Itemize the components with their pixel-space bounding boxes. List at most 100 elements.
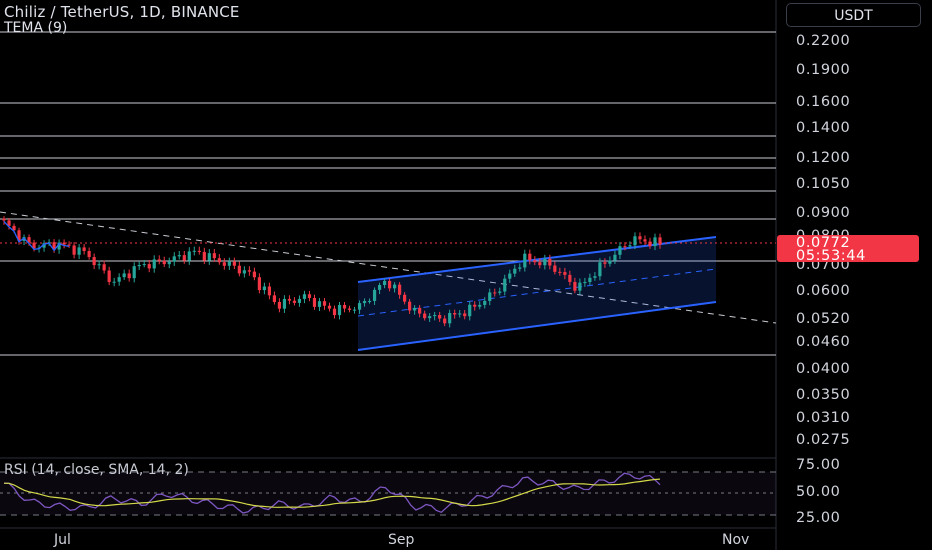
candle-down xyxy=(473,304,477,307)
candle-up xyxy=(357,303,362,310)
candle-down xyxy=(347,308,352,310)
candle-up xyxy=(518,267,522,269)
bar-countdown: 05:53:44 xyxy=(796,248,866,264)
candle-down xyxy=(408,301,412,311)
candle-down xyxy=(548,258,552,266)
candle-up xyxy=(458,313,462,315)
price-tick: 0.0275 xyxy=(796,432,851,448)
candle-up xyxy=(413,307,417,311)
price-tick: 0.0520 xyxy=(796,311,851,327)
candle-down xyxy=(157,259,161,261)
candle-down xyxy=(252,271,256,278)
candles xyxy=(2,216,662,328)
candle-up xyxy=(77,247,81,255)
price-tick: 0.1900 xyxy=(796,62,851,78)
candle-down xyxy=(247,270,251,272)
candle-down xyxy=(423,313,427,319)
candle-down xyxy=(332,308,337,316)
candle-down xyxy=(217,258,221,263)
candle-down xyxy=(533,260,537,263)
candle-down xyxy=(12,225,16,231)
candle-down xyxy=(2,218,6,221)
candle-down xyxy=(67,244,71,246)
candle-down xyxy=(553,265,557,272)
price-tick: 0.0400 xyxy=(796,361,851,377)
candle-up xyxy=(177,255,181,257)
price-tick: 0.0350 xyxy=(796,387,851,403)
candle-up xyxy=(633,236,637,246)
candle-down xyxy=(52,242,56,250)
candle-up xyxy=(352,309,357,311)
candle-up xyxy=(122,273,126,278)
rsi-tick: 50.00 xyxy=(796,484,841,500)
downtrend-line[interactable] xyxy=(0,211,777,324)
rsi-line xyxy=(3,472,661,514)
candle-down xyxy=(568,274,572,282)
candle-up xyxy=(598,262,602,277)
candle-up xyxy=(483,300,487,305)
candle-down xyxy=(387,280,392,289)
rsi-indicator-label[interactable]: RSI (14, close, SMA, 14, 2) xyxy=(4,462,189,478)
candle-down xyxy=(147,264,151,269)
candle-up xyxy=(42,243,46,248)
candle-down xyxy=(327,305,332,309)
candle-down xyxy=(418,307,422,314)
candle-down xyxy=(573,281,577,291)
candle-up xyxy=(503,278,507,292)
candle-up xyxy=(543,258,547,266)
price-tick: 0.1200 xyxy=(796,150,851,166)
candle-up xyxy=(152,259,156,269)
candle-up xyxy=(132,266,136,279)
candle-down xyxy=(287,298,292,301)
candle-down xyxy=(438,315,442,319)
candle-down xyxy=(267,286,272,296)
candle-down xyxy=(658,237,662,245)
candle-up xyxy=(362,301,367,304)
candle-down xyxy=(182,255,186,261)
candle-up xyxy=(112,281,116,283)
price-tick: 0.2200 xyxy=(796,33,851,49)
candle-down xyxy=(307,294,312,298)
candle-up xyxy=(433,315,437,317)
candle-down xyxy=(237,265,241,274)
rsi-pane xyxy=(0,471,776,516)
ascending-channel[interactable] xyxy=(357,236,717,351)
candle-down xyxy=(603,262,607,264)
candle-down xyxy=(398,284,402,295)
candle-up xyxy=(653,237,657,247)
candle-down xyxy=(127,273,131,279)
candle-up xyxy=(117,277,121,282)
candle-up xyxy=(523,253,527,268)
candle-down xyxy=(17,230,21,241)
candle-up xyxy=(337,304,342,316)
candle-down xyxy=(648,241,652,247)
candle-down xyxy=(202,251,206,261)
candle-down xyxy=(558,271,562,273)
horizontal-levels[interactable] xyxy=(0,31,776,356)
candle-down xyxy=(403,294,407,302)
symbol-title[interactable]: Chiliz / TetherUS, 1D, BINANCE xyxy=(4,3,240,21)
tema-line xyxy=(3,220,70,252)
time-tick: Jul xyxy=(54,532,71,548)
currency-button[interactable]: USDT xyxy=(786,3,921,27)
candle-down xyxy=(82,247,86,252)
candle-down xyxy=(222,262,226,266)
candle-up xyxy=(382,280,387,286)
candle-down xyxy=(623,246,627,248)
candle-up xyxy=(498,291,502,293)
last-price-badge xyxy=(777,235,919,262)
candle-down xyxy=(277,301,282,309)
candle-up xyxy=(377,285,382,290)
candle-up xyxy=(392,284,397,289)
candle-up xyxy=(187,251,191,261)
candle-up xyxy=(282,298,287,309)
candle-up xyxy=(613,254,617,261)
candle-down xyxy=(272,295,277,302)
candle-down xyxy=(7,220,11,226)
candle-up xyxy=(628,245,632,247)
candle-down xyxy=(493,292,497,294)
candle-down xyxy=(312,297,317,307)
tema-indicator-label[interactable]: TEMA (9) xyxy=(4,20,68,36)
candle-down xyxy=(342,304,347,309)
